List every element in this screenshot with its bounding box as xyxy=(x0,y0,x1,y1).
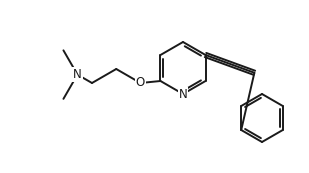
Text: O: O xyxy=(136,76,145,89)
Text: N: N xyxy=(73,68,82,81)
Text: N: N xyxy=(179,88,187,101)
